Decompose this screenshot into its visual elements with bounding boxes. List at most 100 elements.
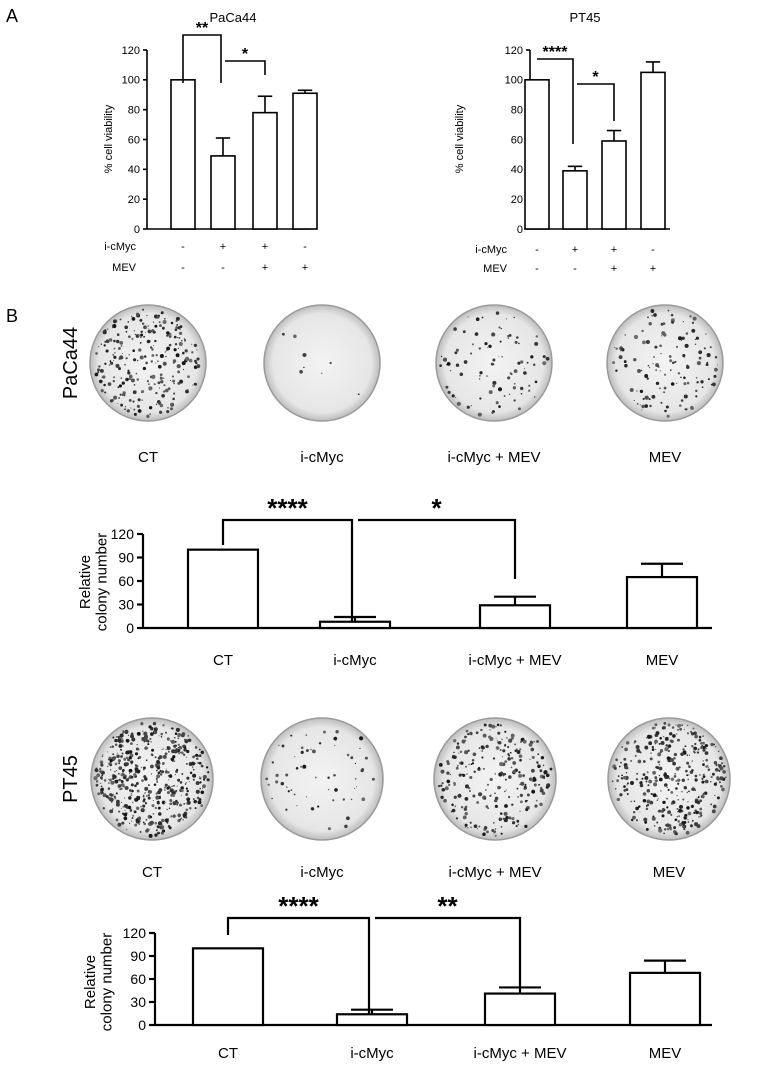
colony-dot xyxy=(645,827,649,831)
colony-dot xyxy=(492,757,496,760)
y-axis-label-line: Relative xyxy=(77,555,94,609)
colony-dot xyxy=(486,375,488,377)
colony-dot xyxy=(642,792,647,796)
colony-dot xyxy=(492,380,497,385)
colony-dot xyxy=(97,371,100,374)
colony-dot xyxy=(193,799,197,804)
colony-dot xyxy=(155,829,158,832)
colony-dot xyxy=(699,774,701,776)
colony-dot xyxy=(486,783,490,786)
significance-bracket xyxy=(577,83,615,121)
colony-dot xyxy=(514,743,516,746)
colony-dot xyxy=(178,331,183,336)
significance-bracket xyxy=(182,34,222,83)
significance-label: ** xyxy=(437,891,458,921)
colony-dot xyxy=(149,737,152,740)
colony-dot xyxy=(471,759,475,762)
colony-dish xyxy=(433,717,557,841)
colony-dot xyxy=(141,389,145,394)
colony-dot xyxy=(519,758,522,762)
colony-dot xyxy=(180,786,184,790)
colony-dot xyxy=(198,748,201,751)
colony-dot xyxy=(116,752,119,754)
colony-dot xyxy=(118,367,121,371)
colony-dot xyxy=(469,731,473,736)
colony-dish xyxy=(89,304,207,422)
colony-dot xyxy=(167,407,169,409)
colony-dot xyxy=(656,821,659,824)
significance-label: * xyxy=(592,69,599,86)
colony-dot xyxy=(118,810,121,813)
colony-dot xyxy=(145,332,147,334)
colony-dot xyxy=(199,777,202,780)
colony-dot xyxy=(327,788,330,791)
colony-dot xyxy=(626,742,629,745)
colony-dot xyxy=(121,731,125,734)
colony-dot xyxy=(120,807,122,809)
colony-dot xyxy=(497,785,501,790)
colony-dot xyxy=(139,831,142,833)
colony-dot xyxy=(479,371,483,375)
colony-dot xyxy=(112,736,115,739)
colony-dot xyxy=(295,767,299,770)
colony-dot xyxy=(656,795,658,798)
colony-dot xyxy=(101,755,104,758)
colony-dot xyxy=(184,739,189,744)
colony-dot xyxy=(116,754,120,759)
colony-dot xyxy=(689,730,693,733)
significance-bracket xyxy=(225,60,266,75)
colony-dot xyxy=(670,813,673,816)
colony-dot xyxy=(645,807,649,811)
colony-dot xyxy=(157,364,162,369)
colony-dot xyxy=(323,730,326,734)
colony-dot xyxy=(636,402,639,405)
colony-dot xyxy=(515,824,518,828)
colony-dot xyxy=(689,315,692,318)
colony-dot xyxy=(113,355,117,359)
chart-1: PaCa44 0 20 40 60 80 100 120 % cell viability i-c… xyxy=(103,10,318,274)
colony-dot xyxy=(130,742,133,745)
dish-outline xyxy=(606,304,724,422)
colony-dot xyxy=(508,775,512,779)
colony-dot xyxy=(151,354,155,357)
condition-sign: + xyxy=(262,262,268,274)
colony-dot xyxy=(107,765,109,768)
chart-title: PaCa44 xyxy=(210,10,257,25)
y-tick-label: 0 xyxy=(134,224,140,236)
colony-dot xyxy=(96,773,101,778)
colony-dot xyxy=(531,789,536,794)
colony-dot xyxy=(157,806,161,810)
colony-dot xyxy=(498,817,503,822)
colony-dot xyxy=(164,789,166,791)
colony-dot xyxy=(119,341,124,345)
colony-dot xyxy=(482,832,486,837)
colony-dot xyxy=(478,747,481,749)
colony-dot xyxy=(504,804,508,808)
colony-dot xyxy=(718,781,722,784)
colony-dot xyxy=(168,779,170,781)
colony-dot xyxy=(147,325,150,327)
colony-dot xyxy=(154,324,158,328)
colony-dot xyxy=(449,370,452,372)
colony-dot xyxy=(632,810,636,814)
colony-dot xyxy=(104,340,107,343)
colony-dot xyxy=(676,733,678,735)
colony-dot xyxy=(188,358,193,363)
colony-dot xyxy=(495,401,499,405)
colony-dot xyxy=(716,364,718,366)
colony-dot xyxy=(636,390,638,392)
colony-dot xyxy=(124,406,126,408)
colony-dot xyxy=(481,316,484,319)
colony-dot xyxy=(703,347,706,350)
colony-dot xyxy=(121,393,125,397)
colony-dot xyxy=(630,800,633,803)
colony-dot xyxy=(459,762,462,765)
colony-dot xyxy=(149,820,154,825)
colony-dot xyxy=(715,764,718,767)
colony-dot xyxy=(488,390,493,395)
colony-dot xyxy=(651,394,656,399)
colony-dot xyxy=(175,326,178,329)
colony-dot xyxy=(135,806,140,811)
colony-dot xyxy=(461,739,466,744)
colony-dot xyxy=(702,775,706,778)
